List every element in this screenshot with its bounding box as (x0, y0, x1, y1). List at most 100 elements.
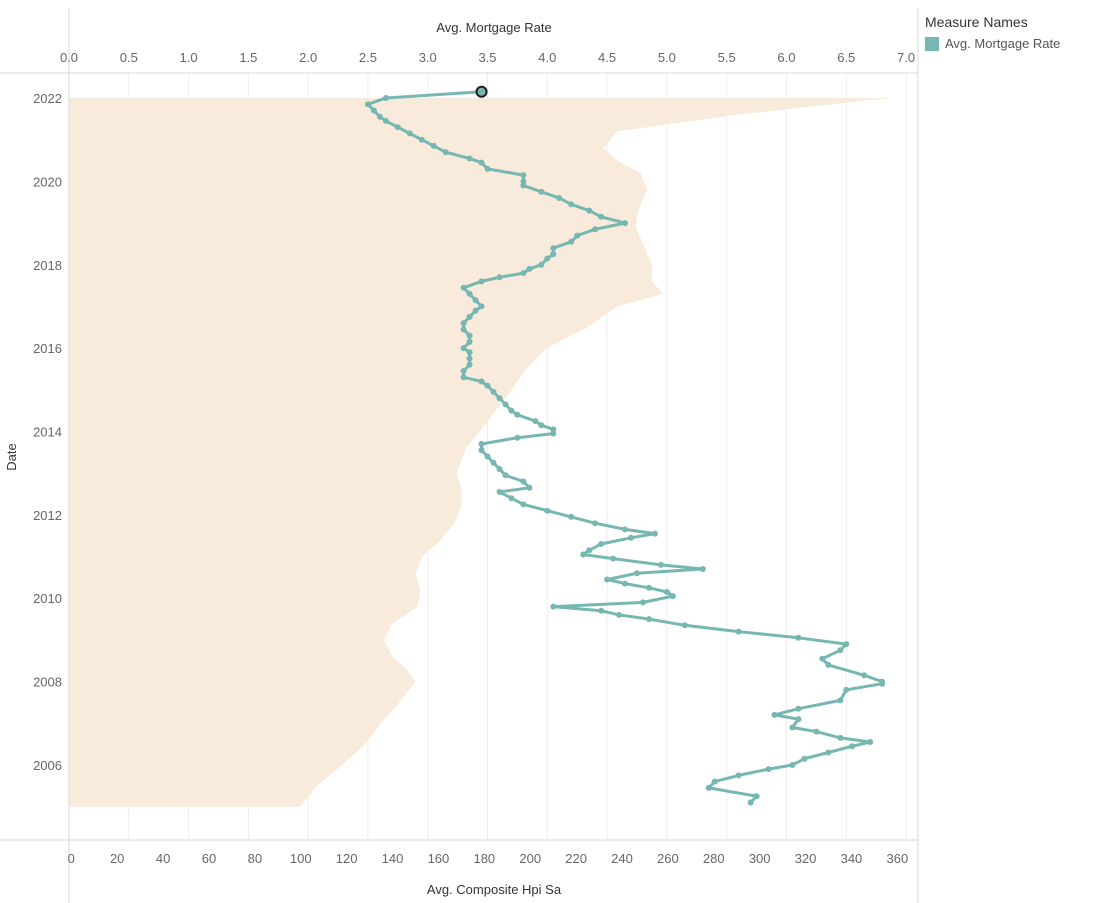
date-tick-label: 2006 (33, 758, 62, 773)
rate-point (508, 495, 515, 502)
rate-point (628, 534, 634, 541)
date-tick-label: 2022 (33, 91, 62, 106)
top-tick-label: 2.5 (359, 50, 377, 65)
rate-point (568, 238, 575, 245)
rate-point (496, 466, 503, 472)
rate-point (586, 207, 593, 214)
rate-point (550, 603, 557, 610)
top-tick-label: 5.0 (658, 50, 676, 65)
bottom-tick-label: 260 (657, 851, 679, 866)
rate-point (502, 472, 509, 479)
rate-point (526, 484, 533, 491)
date-tick-label: 2018 (33, 258, 62, 273)
rate-point (520, 270, 527, 277)
rate-point (538, 422, 545, 429)
rate-point (771, 711, 778, 718)
rate-point (478, 159, 485, 166)
bottom-tick-label: 340 (841, 851, 863, 866)
rate-point (550, 245, 557, 252)
date-axis-ticks: 2006 2008 2010 2012 2014 2016 2018 2020 2022 (33, 91, 62, 773)
rate-point (789, 762, 796, 768)
rate-point (430, 142, 437, 149)
bottom-axis-title: Avg. Composite Hpi Sa (427, 882, 562, 897)
rate-point (460, 326, 467, 333)
rate-point (574, 232, 581, 239)
top-tick-label: 0.0 (60, 50, 78, 65)
rate-point (598, 607, 605, 614)
bottom-tick-label: 80 (248, 851, 262, 866)
top-tick-label: 3.5 (478, 50, 496, 65)
rate-point (747, 799, 754, 806)
rate-point (669, 593, 676, 600)
rate-point (568, 201, 575, 208)
bottom-tick-label: 320 (795, 851, 817, 866)
rate-point (592, 226, 599, 233)
top-tick-label: 6.5 (837, 50, 855, 65)
legend-item-label: Avg. Mortgage Rate (945, 36, 1061, 51)
rate-point (651, 530, 658, 537)
rate-point (550, 426, 557, 433)
rate-point (634, 570, 640, 577)
rate-point (478, 447, 485, 454)
top-tick-label: 4.0 (538, 50, 556, 65)
rate-point (478, 441, 485, 447)
rate-point (735, 628, 742, 635)
bottom-axis-ticks: 0 20 40 60 80 100 120 140 160 180 200 220 240 260 280 3… (68, 851, 909, 866)
date-tick-label: 2016 (33, 341, 62, 356)
top-tick-label: 0.5 (120, 50, 138, 65)
rate-point (466, 155, 473, 162)
date-axis-title: Date (4, 443, 19, 470)
top-tick-label: 6.0 (777, 50, 795, 65)
rate-point (640, 599, 646, 606)
rate-point (466, 313, 473, 320)
rate-point (879, 678, 886, 685)
highlighted-point (475, 85, 488, 98)
bottom-tick-label: 180 (473, 851, 495, 866)
rate-point (490, 459, 497, 466)
rate-point (795, 705, 802, 712)
rate-point (622, 526, 628, 533)
rate-point (418, 136, 425, 143)
rate-point (837, 734, 844, 741)
rate-point (813, 728, 820, 735)
rate-point (370, 107, 377, 114)
bottom-tick-label: 60 (202, 851, 216, 866)
rate-point (514, 434, 521, 441)
rate-point (460, 284, 467, 291)
rate-point (490, 388, 497, 395)
rate-point (508, 407, 515, 414)
rate-point (466, 332, 473, 339)
rate-point (843, 641, 850, 648)
rate-point (526, 265, 533, 272)
bottom-tick-label: 40 (156, 851, 170, 866)
rate-point (544, 255, 551, 262)
rate-point (849, 743, 856, 750)
bottom-tick-label: 220 (565, 851, 587, 866)
rate-point (837, 697, 844, 704)
rate-point (502, 401, 509, 408)
rate-point (538, 261, 545, 268)
top-tick-label: 7.0 (897, 50, 915, 65)
rate-point (795, 634, 802, 641)
rate-point (520, 178, 527, 185)
rate-point (466, 349, 473, 356)
rate-point (753, 793, 760, 800)
date-tick-label: 2010 (33, 591, 62, 606)
date-tick-label: 2012 (33, 508, 62, 523)
rate-point (568, 513, 575, 520)
bottom-tick-label: 120 (336, 851, 358, 866)
rate-point (520, 172, 527, 179)
rate-point (663, 589, 670, 595)
rate-point (795, 716, 802, 723)
rate-point (484, 165, 491, 172)
rate-point (484, 453, 491, 460)
rate-point (867, 739, 874, 745)
rate-point (801, 755, 808, 762)
legend: Measure Names Avg. Mortgage Rate (925, 14, 1090, 51)
bottom-tick-label: 300 (749, 851, 771, 866)
rate-point (699, 566, 706, 572)
legend-item-mortgage-rate[interactable]: Avg. Mortgage Rate (925, 36, 1090, 51)
rate-point (616, 611, 623, 618)
rate-point (550, 251, 557, 258)
rate-point (478, 303, 485, 310)
